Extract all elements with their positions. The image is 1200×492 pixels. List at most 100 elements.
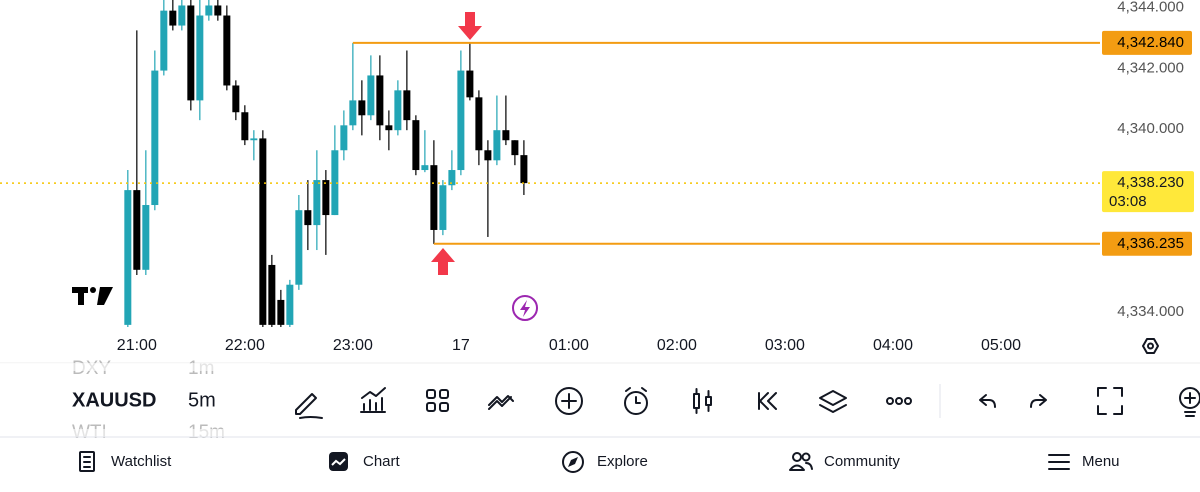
level-label: 4,336.235 — [1117, 235, 1184, 252]
candle-body — [178, 5, 186, 26]
candle-body — [502, 130, 510, 141]
x-tick-label: 03:00 — [765, 337, 805, 354]
candle-body — [493, 130, 501, 161]
redo[interactable] — [1030, 394, 1047, 408]
nav-label: Explore — [597, 453, 648, 470]
candle-body — [124, 190, 132, 325]
nav-chart[interactable]: Chart — [329, 452, 401, 471]
undo[interactable] — [979, 394, 996, 408]
candle-body — [439, 185, 447, 230]
candle-body — [223, 15, 231, 86]
fade — [0, 429, 270, 437]
candle-body — [322, 180, 330, 216]
candle-body — [259, 138, 267, 325]
candle-body — [520, 155, 528, 184]
candle-body — [196, 15, 204, 101]
tv-logo — [72, 287, 113, 305]
x-tick-label: 22:00 — [225, 337, 265, 354]
countdown: 03:08 — [1109, 193, 1147, 210]
last-price-tag — [1102, 171, 1194, 213]
level-tag — [1102, 30, 1192, 55]
sell-arrow — [458, 12, 482, 40]
settings-icon[interactable] — [1142, 338, 1159, 354]
nav-watchlist[interactable]: Watchlist — [79, 451, 172, 472]
candle-body — [340, 125, 348, 151]
fullscreen[interactable] — [1097, 387, 1123, 415]
candle-body — [313, 180, 321, 226]
candle-body — [448, 170, 456, 186]
candle-body — [268, 264, 276, 325]
candle-body — [151, 70, 159, 206]
candle-body — [250, 138, 258, 141]
lightning-icon[interactable] — [512, 295, 538, 321]
candle-body — [187, 5, 195, 101]
level-tag — [1102, 231, 1192, 256]
nav-menu[interactable]: Menu — [1048, 453, 1120, 470]
candle-body — [349, 100, 357, 126]
nav-label: Community — [824, 453, 900, 470]
x-tick-label: 17 — [452, 337, 470, 354]
candle-body — [169, 10, 177, 26]
axes: 4,344.000 4,342.000 4,340.000 4,334.000 21:0… — [117, 0, 1194, 354]
candle-body — [367, 75, 375, 116]
tool-compare[interactable] — [488, 395, 514, 410]
tool-layouts[interactable] — [426, 389, 449, 412]
nav-community[interactable]: Community — [789, 452, 900, 471]
x-tick-label: 21:00 — [117, 337, 157, 354]
candle-body — [457, 70, 465, 171]
candle-body — [421, 165, 429, 171]
x-tick-label: 05:00 — [981, 337, 1021, 354]
candle-body — [394, 90, 402, 131]
tool-replay[interactable] — [758, 392, 777, 410]
tool-more[interactable] — [886, 397, 912, 405]
last-price-label: 4,338.230 — [1117, 174, 1184, 191]
candle-body — [475, 97, 483, 151]
candle-body — [304, 210, 312, 226]
nav-explore[interactable]: Explore — [562, 451, 648, 473]
candle-body — [142, 205, 150, 270]
tool-chart-type[interactable] — [693, 388, 712, 414]
candle-body — [241, 112, 249, 141]
candle-body — [331, 150, 339, 216]
interval: 5m — [188, 389, 216, 411]
x-tick-label: 01:00 — [549, 337, 589, 354]
y-tick-label: 4,344.000 — [1117, 0, 1184, 16]
fade — [0, 363, 270, 371]
tool-draw[interactable] — [295, 393, 323, 419]
candle-body — [295, 210, 303, 285]
candle-body — [133, 190, 141, 270]
x-tick-label: 23:00 — [333, 337, 373, 354]
y-tick-label: 4,340.000 — [1117, 120, 1184, 137]
candle-body — [205, 5, 213, 16]
candle-body — [511, 140, 519, 156]
candle-body — [466, 70, 474, 98]
nav-label: Chart — [363, 453, 401, 470]
y-tick-label: 4,342.000 — [1117, 59, 1184, 76]
buy-arrow — [431, 248, 455, 275]
x-tick-label: 02:00 — [657, 337, 697, 354]
level-label: 4,342.840 — [1117, 34, 1184, 51]
symbol: XAUUSD — [72, 389, 156, 411]
tool-objects[interactable] — [819, 390, 847, 413]
y-tick-label: 4,334.000 — [1117, 303, 1184, 320]
candle-body — [358, 100, 366, 116]
candle-body — [376, 75, 384, 126]
tool-indicators[interactable] — [360, 387, 386, 413]
candle-body — [277, 299, 285, 325]
candle-body — [385, 125, 393, 131]
ideas[interactable] — [1179, 387, 1200, 417]
candle-body — [403, 90, 411, 121]
chart-plot — [0, 0, 1100, 327]
candle-body — [232, 85, 240, 113]
nav-label: Menu — [1082, 453, 1120, 470]
candle-body — [484, 150, 492, 161]
x-tick-label: 04:00 — [873, 337, 913, 354]
candle-body — [286, 284, 294, 325]
candle-body — [430, 165, 438, 230]
tool-add[interactable] — [555, 387, 583, 415]
candle-body — [160, 10, 168, 71]
candle-body — [214, 5, 222, 16]
tool-alert[interactable] — [624, 387, 648, 415]
nav-label: Watchlist — [111, 453, 172, 470]
